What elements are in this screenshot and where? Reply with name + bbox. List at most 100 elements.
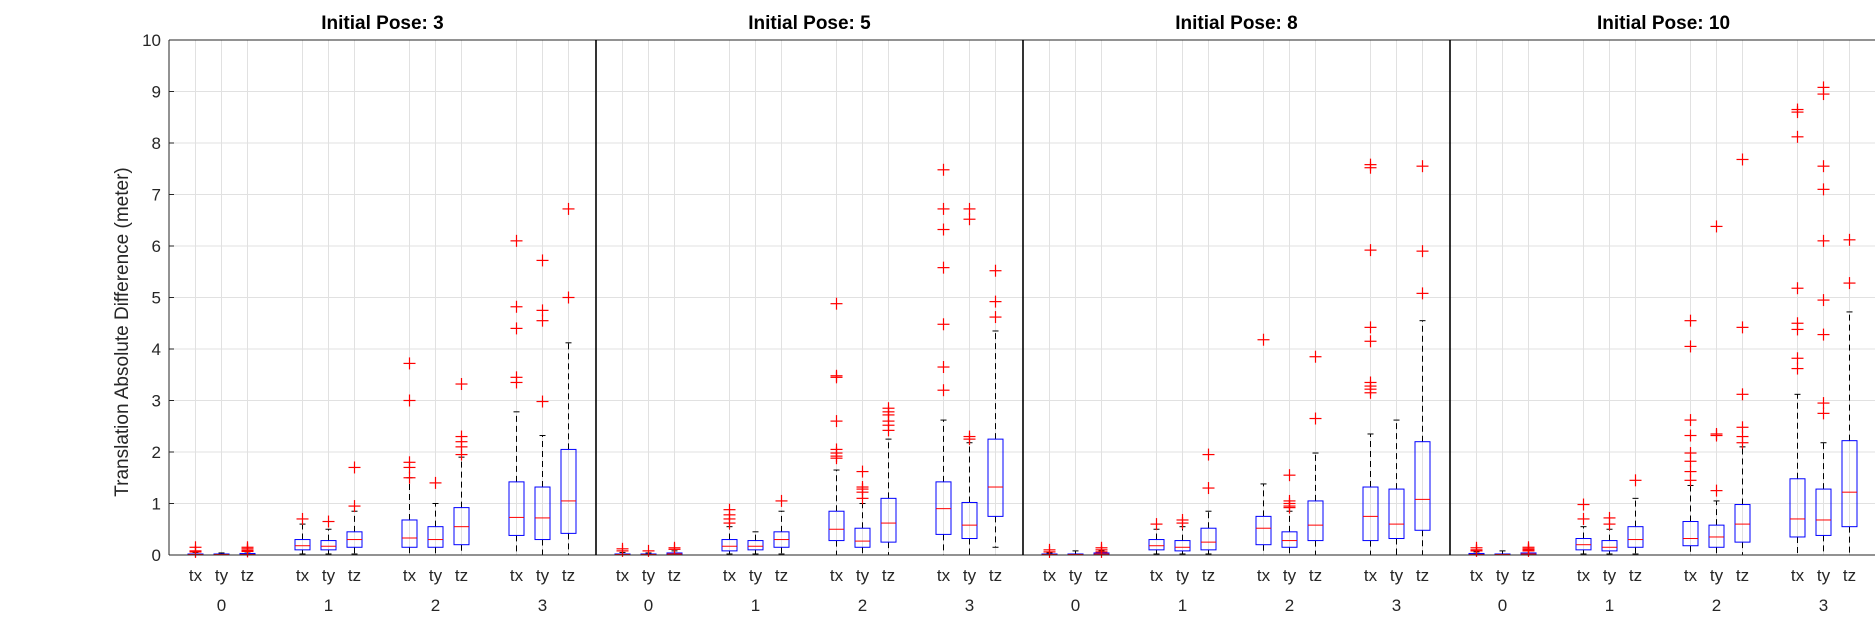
outlier-marker [1684, 474, 1697, 487]
outlier-marker [536, 254, 549, 267]
group-label: 3 [965, 596, 974, 615]
x-tick-label-tz: tz [1095, 566, 1108, 585]
group-label: 2 [1285, 596, 1294, 615]
outlier-marker [1603, 518, 1616, 531]
outlier-marker [510, 234, 523, 247]
outlier-marker [963, 202, 976, 215]
panel-title: Initial Pose: 10 [1597, 13, 1730, 34]
iqr-box [987, 438, 1004, 517]
outlier-marker [1364, 386, 1377, 399]
y-tick-label: 8 [152, 134, 161, 153]
outlier-marker [723, 517, 736, 530]
iqr-box [560, 448, 577, 534]
outlier-marker [1364, 335, 1377, 348]
box-1-2-tx [828, 297, 845, 556]
x-tick-label-ty: ty [322, 566, 336, 585]
data-layer [187, 81, 1858, 558]
outlier-marker [1817, 183, 1830, 196]
group-label: 0 [1071, 596, 1080, 615]
outlier-marker [1817, 328, 1830, 341]
x-tick-label-tx: tx [937, 566, 951, 585]
outlier-marker [1843, 277, 1856, 290]
outlier-marker [937, 318, 950, 331]
x-tick-label-tz: tz [562, 566, 575, 585]
outlier-marker [1736, 321, 1749, 334]
outlier-marker [937, 384, 950, 397]
iqr-box [1682, 521, 1699, 547]
outlier-marker [882, 424, 895, 437]
iqr-box [508, 481, 525, 536]
x-tick-label-tz: tz [1629, 566, 1642, 585]
outlier-marker [1309, 412, 1322, 425]
outlier-marker [1710, 220, 1723, 233]
outlier-marker [1817, 397, 1830, 410]
box-0-1-ty [320, 515, 337, 555]
iqr-box [1255, 515, 1272, 546]
text-layer: Translation Absolute Difference (meter) … [112, 13, 1856, 615]
outlier-marker [1684, 414, 1697, 427]
outlier-marker [1791, 282, 1804, 295]
box-0-2-ty [427, 476, 444, 556]
outlier-marker [1684, 429, 1697, 442]
iqr-box [1281, 531, 1298, 548]
outlier-marker [830, 297, 843, 310]
box-2-1-tx [1148, 518, 1165, 555]
outlier-marker [510, 376, 523, 389]
outlier-marker [856, 492, 869, 505]
box-2-3-tz [1414, 160, 1431, 556]
box-3-1-tx [1575, 498, 1592, 555]
outlier-marker [989, 311, 1002, 324]
outlier-marker [1791, 130, 1804, 143]
y-tick-label: 2 [152, 443, 161, 462]
x-tick-label-tz: tz [455, 566, 468, 585]
outlier-marker [963, 433, 976, 446]
box-0-1-tx [294, 512, 311, 555]
iqr-box [427, 526, 444, 548]
group-label: 3 [1392, 596, 1401, 615]
x-tick-label-tz: tz [882, 566, 895, 585]
group-label: 2 [858, 596, 867, 615]
outlier-marker [296, 512, 309, 525]
iqr-box [1148, 539, 1165, 551]
outlier-marker [455, 378, 468, 391]
group-label: 1 [324, 596, 333, 615]
outlier-marker [1629, 474, 1642, 487]
iqr-box [1627, 526, 1644, 548]
x-tick-label-tx: tx [723, 566, 737, 585]
group-label: 1 [1178, 596, 1187, 615]
outlier-marker [403, 357, 416, 370]
x-tick-label-ty: ty [1496, 566, 1510, 585]
iqr-box [294, 539, 311, 551]
x-tick-label-tx: tx [1684, 566, 1698, 585]
iqr-box [1174, 540, 1191, 552]
x-tick-label-ty: ty [215, 566, 229, 585]
x-tick-label-ty: ty [1283, 566, 1297, 585]
x-tick-label-tz: tz [1736, 566, 1749, 585]
iqr-box [1200, 527, 1217, 551]
iqr-box [747, 540, 764, 551]
iqr-box [534, 486, 551, 541]
outlier-marker [963, 213, 976, 226]
y-tick-label: 0 [152, 546, 161, 565]
iqr-box [828, 510, 845, 542]
box-3-2-tz [1734, 153, 1751, 556]
outlier-marker [1817, 88, 1830, 101]
box-2-2-tz [1307, 350, 1324, 556]
outlier-marker [1283, 501, 1296, 514]
y-tick-label: 9 [152, 83, 161, 102]
outlier-marker [1150, 518, 1163, 531]
outlier-marker [1043, 545, 1056, 558]
x-tick-label-tx: tx [510, 566, 524, 585]
x-tick-label-tz: tz [775, 566, 788, 585]
x-tick-label-tz: tz [241, 566, 254, 585]
x-tick-label-tx: tx [616, 566, 630, 585]
outlier-marker [403, 461, 416, 474]
outlier-marker [1817, 160, 1830, 173]
outlier-marker [1710, 429, 1723, 442]
x-tick-label-tx: tx [189, 566, 203, 585]
group-label: 2 [431, 596, 440, 615]
iqr-box [320, 540, 337, 551]
group-label: 0 [644, 596, 653, 615]
x-tick-label-ty: ty [642, 566, 656, 585]
box-1-1-tz [773, 494, 790, 555]
